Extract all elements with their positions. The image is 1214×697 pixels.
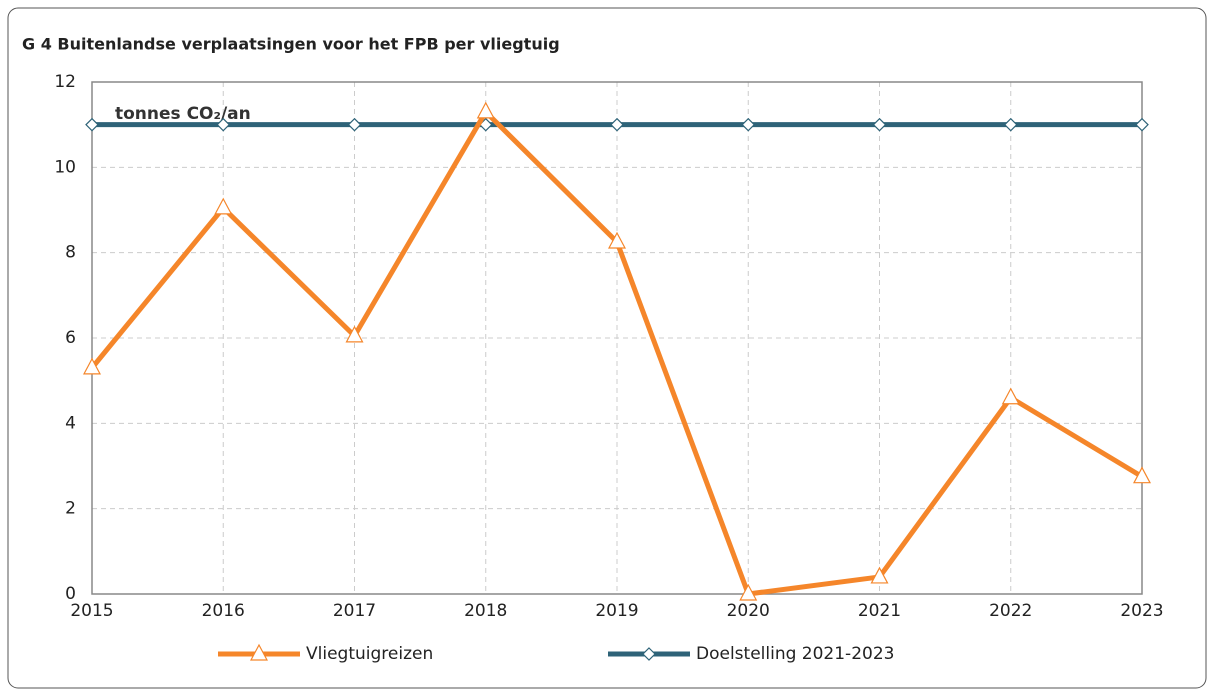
- marker: [1133, 466, 1151, 484]
- marker: [216, 117, 231, 132]
- x-tick-label: 2019: [595, 601, 638, 621]
- x-tick-label: 2018: [464, 601, 507, 621]
- marker: [870, 566, 889, 584]
- marker: [85, 117, 99, 132]
- marker: [214, 197, 233, 215]
- chart-title: G 4 Buitenlandse verplaatsingen voor het…: [22, 35, 560, 54]
- y-tick-label: 4: [65, 413, 76, 433]
- x-tick-label: 2021: [858, 601, 901, 621]
- x-tick-label: 2017: [333, 601, 376, 621]
- annotation: tonnes CO₂/an: [115, 104, 251, 124]
- marker: [741, 117, 756, 132]
- x-tick-label: 2022: [989, 601, 1032, 621]
- marker: [610, 117, 624, 132]
- y-tick-label: 0: [65, 584, 76, 604]
- marker: [739, 583, 758, 601]
- marker: [250, 643, 268, 661]
- marker: [1003, 117, 1018, 132]
- marker: [1001, 387, 1020, 405]
- marker: [608, 231, 626, 249]
- y-tick-label: 12: [54, 72, 76, 92]
- legend-label: Vliegtuigreizen: [306, 644, 433, 664]
- x-tick-label: 2020: [727, 601, 770, 621]
- x-tick-label: 2015: [70, 601, 113, 621]
- legend-label: Doelstelling 2021-2023: [696, 644, 894, 664]
- marker: [642, 647, 656, 661]
- marker: [83, 357, 101, 375]
- marker: [1135, 117, 1149, 132]
- x-tick-label: 2023: [1120, 601, 1163, 621]
- y-tick-label: 10: [54, 157, 76, 177]
- frame: [7, 7, 1207, 689]
- marker: [347, 117, 362, 132]
- marker: [476, 101, 495, 119]
- y-tick-label: 8: [65, 243, 76, 263]
- plot-border: [91, 81, 1143, 595]
- y-tick-label: 2: [65, 499, 76, 519]
- marker: [345, 325, 364, 343]
- x-tick-label: 2016: [202, 601, 245, 621]
- y-tick-label: 6: [65, 328, 76, 348]
- marker: [872, 117, 887, 132]
